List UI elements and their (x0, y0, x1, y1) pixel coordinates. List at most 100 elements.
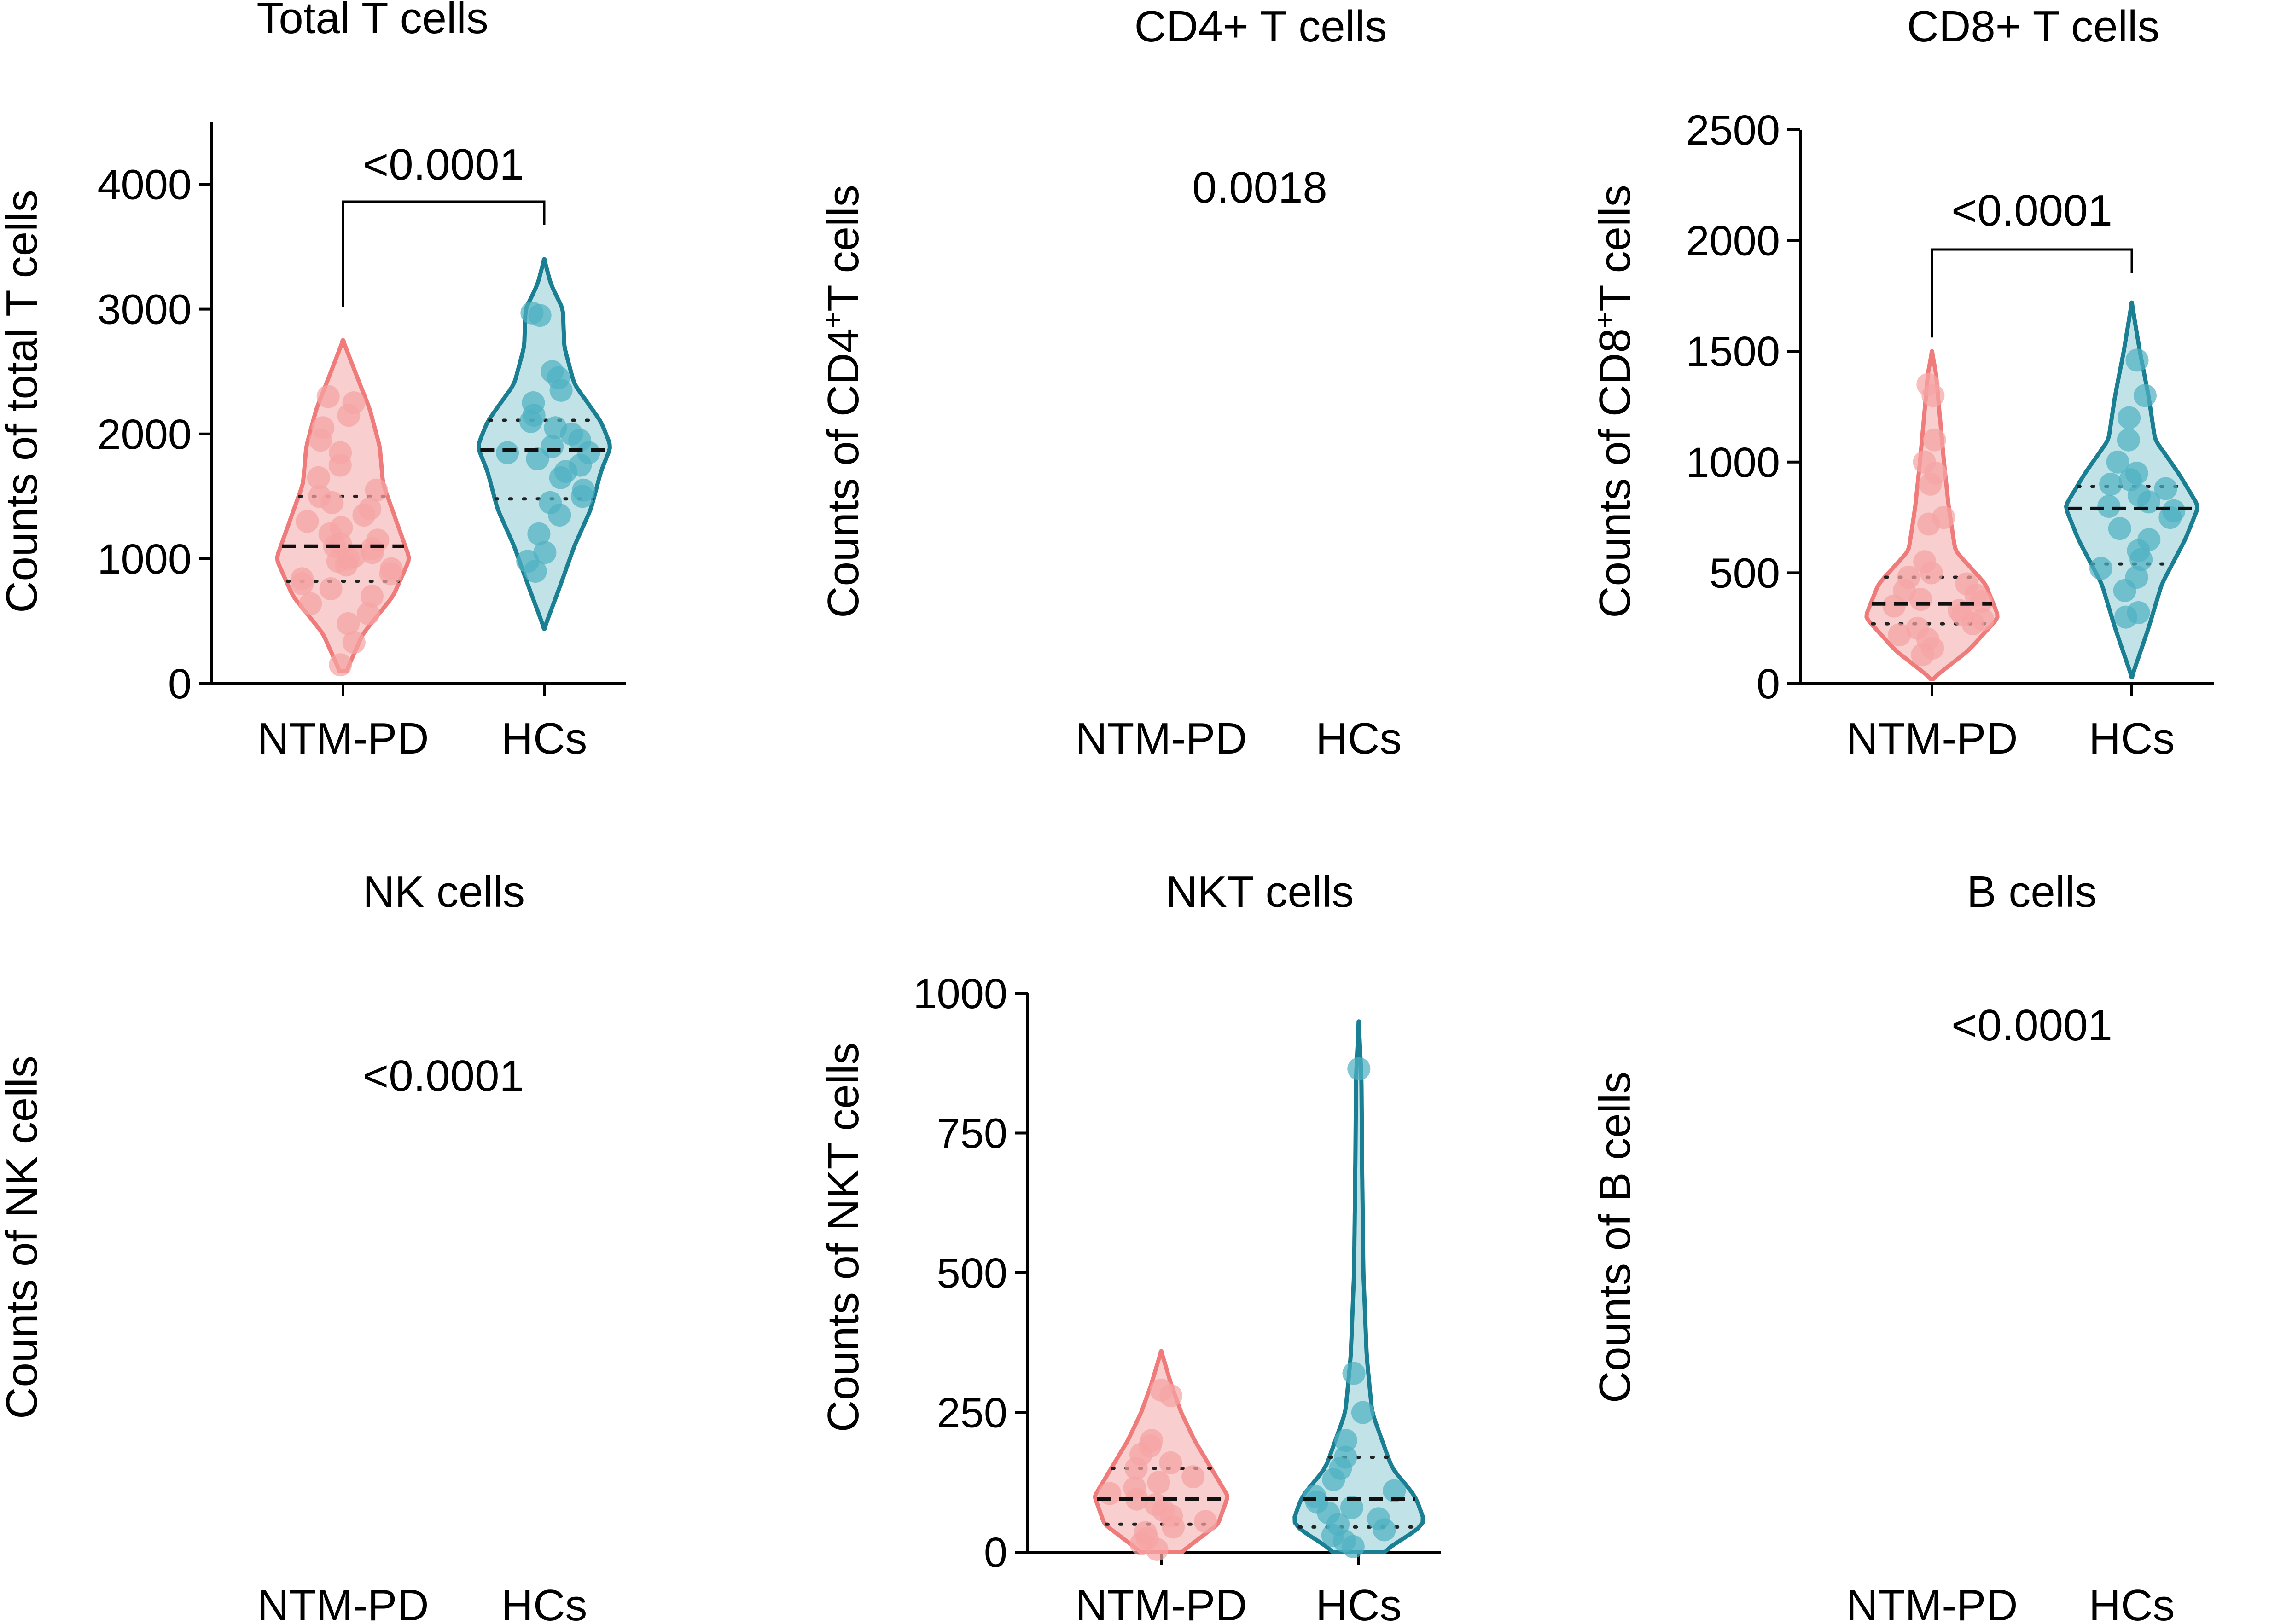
data-point (329, 653, 352, 677)
data-point (1134, 1521, 1157, 1544)
data-point (2137, 528, 2161, 551)
data-point (541, 360, 564, 383)
y-tick-label: 1000 (913, 970, 1007, 1017)
data-point (358, 497, 382, 521)
data-point (1383, 1479, 1406, 1502)
data-point (365, 478, 388, 502)
data-point (572, 478, 595, 502)
panel-title: B cells (1967, 867, 2097, 916)
x-category-ntm-pd: NTM-PD (257, 714, 429, 763)
panel-total-t-cells: Total T cells 0 1000 2000 3000 4000 Counts o… (0, 0, 626, 763)
data-point (2089, 557, 2112, 580)
data-point (356, 602, 380, 626)
y-axis-label-main: Counts of CD8 (1590, 328, 1640, 618)
y-axis-label-end: T cells (1590, 185, 1640, 312)
data-point (1194, 1510, 1217, 1533)
data-point (330, 516, 353, 539)
data-point (2125, 566, 2148, 589)
data-point (1971, 608, 1995, 631)
x-category-hcs: HCs (501, 1581, 588, 1624)
data-point (296, 510, 319, 533)
data-point (496, 441, 519, 464)
data-point (291, 567, 314, 591)
data-point (1303, 1485, 1326, 1508)
p-value-label: 0.0018 (1192, 163, 1327, 212)
y-axis-label-sup: + (1589, 312, 1621, 328)
data-point (337, 612, 360, 635)
data-point (308, 485, 332, 508)
panel-title: NK cells (363, 867, 525, 916)
data-point (541, 435, 564, 458)
data-point (1913, 450, 1936, 474)
x-category-hcs: HCs (2089, 1581, 2175, 1624)
data-point (2118, 406, 2141, 429)
violin-plot (275, 200, 612, 677)
x-category-hcs: HCs (501, 714, 588, 763)
data-point (1906, 616, 1929, 640)
data-point (311, 416, 335, 440)
data-point (319, 577, 343, 600)
y-tick-label: 3000 (97, 286, 192, 333)
y-tick-label: 2000 (97, 411, 192, 458)
data-point (2117, 428, 2140, 452)
x-category-ntm-pd: NTM-PD (257, 1581, 429, 1624)
data-point (329, 441, 352, 464)
y-tick-label: 0 (1757, 661, 1780, 708)
y-axis-label-sup: + (817, 312, 849, 328)
x-category-ntm-pd: NTM-PD (1075, 714, 1247, 763)
data-point (2133, 384, 2157, 407)
y-axis-label: Counts of B cells (1590, 1072, 1640, 1403)
data-point (2162, 499, 2186, 522)
data-point (307, 466, 330, 489)
data-point (1923, 428, 1946, 452)
x-category-hcs: HCs (1316, 1581, 1402, 1624)
data-point (1340, 1496, 1363, 1519)
data-point (2099, 472, 2123, 496)
data-point (1367, 1507, 1390, 1531)
x-category-ntm-pd: NTM-PD (1075, 1581, 1247, 1624)
data-point (533, 541, 557, 564)
data-point (1932, 506, 1955, 529)
data-point (2154, 477, 2177, 500)
x-category-ntm-pd: NTM-PD (1846, 1581, 2018, 1624)
panel-title: NKT cells (1166, 867, 1354, 916)
data-point (1913, 550, 1937, 574)
data-point (1347, 1057, 1371, 1080)
data-point (1159, 1451, 1182, 1474)
data-point (361, 585, 384, 608)
data-point (342, 631, 366, 654)
violin-body (1292, 1019, 1425, 1554)
data-point (1140, 1429, 1164, 1452)
y-axis-label: Counts of NK cells (0, 1056, 47, 1419)
data-point (539, 491, 562, 514)
data-point (2097, 495, 2121, 518)
y-tick-label: 4000 (97, 162, 192, 209)
y-axis-label: Counts of NKT cells (819, 1043, 868, 1433)
y-tick-label: 500 (1710, 550, 1780, 597)
data-point (1147, 1471, 1170, 1494)
panel-title: CD8+ T cells (1907, 2, 2160, 51)
data-point (2106, 450, 2129, 474)
data-point (520, 301, 544, 325)
y-tick-label: 1000 (1686, 439, 1780, 486)
data-point (2125, 348, 2149, 372)
data-point (522, 391, 545, 414)
data-point (544, 416, 567, 440)
y-axis: 0 500 1000 1500 2000 2500 (1686, 107, 2214, 708)
y-tick-label: 0 (984, 1529, 1007, 1576)
panel-nkt-cells: NKT cells Counts of NKT cells NTM-PD HCs (819, 867, 1402, 1624)
y-tick-label: 750 (937, 1110, 1008, 1157)
data-point (1334, 1429, 1357, 1452)
y-axis-label-main: Counts of CD4 (819, 328, 868, 618)
data-point (1897, 566, 1920, 589)
y-axis: 0 250 500 750 1000 (913, 970, 1441, 1576)
data-point (1888, 623, 1911, 647)
panel-nk-cells: NK cells Counts of NK cells NTM-PD HCs <… (0, 867, 587, 1624)
y-tick-label: 1500 (1686, 328, 1780, 375)
data-point (527, 522, 551, 545)
y-axis-label: Counts of total T cells (0, 190, 47, 613)
y-tick-label: 2500 (1686, 107, 1780, 154)
data-point (1150, 1378, 1173, 1402)
data-point (2125, 461, 2148, 485)
